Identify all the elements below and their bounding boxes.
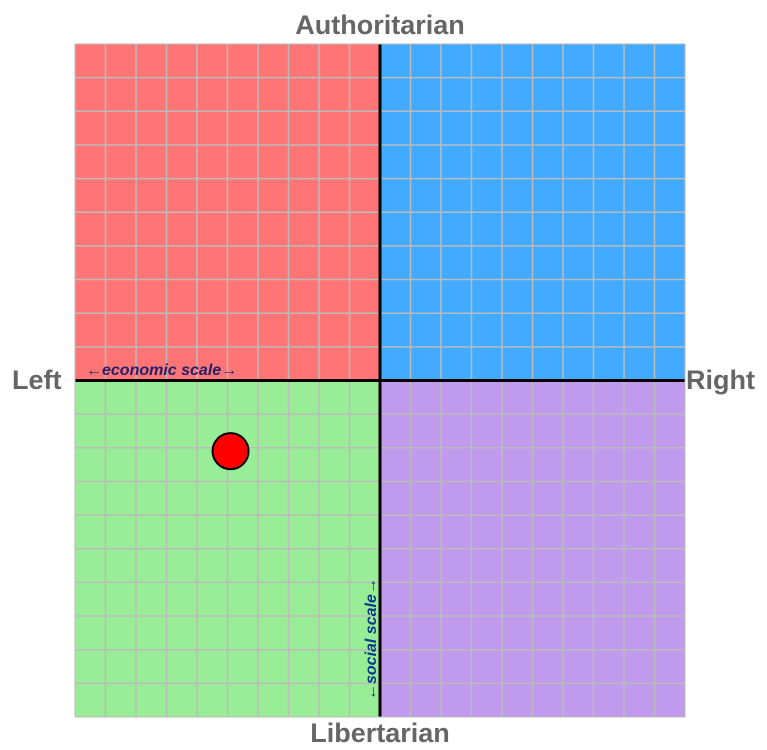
- bottom-axis-label: Libertarian: [310, 718, 450, 748]
- top-axis-label: Authoritarian: [295, 10, 465, 40]
- left-axis-label: Left: [12, 365, 62, 395]
- plot-frame: [74, 43, 686, 718]
- economic-scale-label: ←economic scale→: [86, 362, 237, 379]
- social-scale-label: ←social scale→: [363, 578, 380, 700]
- right-axis-label: Right: [686, 365, 755, 395]
- position-marker: [211, 432, 250, 471]
